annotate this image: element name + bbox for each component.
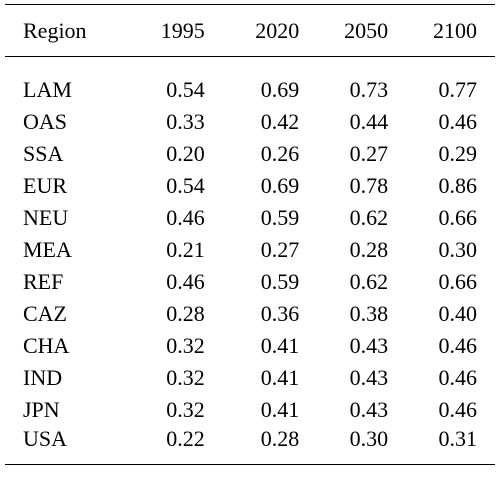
table-row: NEU 0.46 0.59 0.62 0.66 — [5, 202, 495, 234]
cell-2050: 0.38 — [349, 301, 389, 326]
cell-2020: 0.28 — [260, 426, 300, 451]
cell-1995: 0.33 — [166, 109, 205, 134]
cell-2020: 0.41 — [260, 365, 300, 390]
cell-2050: 0.28 — [349, 237, 389, 262]
header-year-2100: 2100 — [433, 17, 477, 43]
row-region: MEA — [23, 237, 72, 262]
table-row: LAM 0.54 0.69 0.73 0.77 — [5, 57, 495, 107]
cell-2020: 0.41 — [260, 333, 300, 358]
table-body: LAM 0.54 0.69 0.73 0.77 OAS 0.33 0.42 0.… — [5, 57, 495, 465]
table-row: SSA 0.20 0.26 0.27 0.29 — [5, 138, 495, 170]
header-year-1995: 1995 — [160, 17, 205, 43]
cell-2050: 0.73 — [349, 77, 389, 102]
row-region: SSA — [23, 141, 64, 166]
cell-2100: 0.29 — [438, 141, 478, 166]
row-region: REF — [23, 269, 64, 294]
cell-2020: 0.41 — [260, 397, 300, 422]
cell-1995: 0.32 — [166, 333, 205, 358]
table-row: IND 0.32 0.41 0.43 0.46 — [5, 362, 495, 394]
cell-2100: 0.46 — [438, 109, 478, 134]
cell-2020: 0.69 — [260, 77, 300, 102]
table-row: USA 0.22 0.28 0.30 0.31 — [5, 426, 495, 465]
cell-2100: 0.66 — [438, 205, 478, 230]
cell-2100: 0.31 — [438, 426, 478, 451]
cell-1995: 0.46 — [166, 269, 205, 294]
header-year-2050: 2050 — [344, 17, 389, 43]
table-row: MEA 0.21 0.27 0.28 0.30 — [5, 234, 495, 266]
row-region: USA — [23, 426, 68, 451]
cell-2050: 0.44 — [349, 109, 389, 134]
cell-2020: 0.59 — [260, 269, 300, 294]
header-row: Region 1995 2020 2050 2100 — [5, 4, 495, 57]
cell-2050: 0.43 — [349, 333, 389, 358]
cell-2020: 0.42 — [260, 109, 300, 134]
cell-2050: 0.62 — [349, 205, 389, 230]
header-region: Region — [23, 17, 87, 43]
row-region: NEU — [23, 205, 69, 230]
row-region: LAM — [23, 77, 72, 102]
cell-1995: 0.21 — [166, 237, 205, 262]
cell-2050: 0.43 — [349, 397, 389, 422]
region-values-table: Region 1995 2020 2050 2100 LAM 0.54 0.69… — [5, 4, 495, 465]
row-region: OAS — [23, 109, 68, 134]
table-row: CAZ 0.28 0.36 0.38 0.40 — [5, 298, 495, 330]
table-row: EUR 0.54 0.69 0.78 0.86 — [5, 170, 495, 202]
row-region: CAZ — [23, 301, 67, 326]
row-region: JPN — [23, 397, 60, 422]
table-row: JPN 0.32 0.41 0.43 0.46 — [5, 394, 495, 426]
cell-2100: 0.66 — [438, 269, 478, 294]
row-region: EUR — [23, 173, 67, 198]
cell-2100: 0.46 — [438, 365, 478, 390]
cell-1995: 0.54 — [166, 77, 205, 102]
table-row: OAS 0.33 0.42 0.44 0.46 — [5, 106, 495, 138]
cell-1995: 0.28 — [166, 301, 205, 326]
row-region: IND — [23, 365, 63, 390]
cell-2050: 0.27 — [349, 141, 389, 166]
table-row: REF 0.46 0.59 0.62 0.66 — [5, 266, 495, 298]
cell-1995: 0.54 — [166, 173, 205, 198]
cell-2020: 0.27 — [260, 237, 300, 262]
cell-2100: 0.46 — [438, 397, 478, 422]
cell-2050: 0.43 — [349, 365, 389, 390]
cell-2020: 0.26 — [260, 141, 300, 166]
cell-2100: 0.46 — [438, 333, 478, 358]
cell-1995: 0.22 — [166, 426, 205, 451]
cell-1995: 0.20 — [166, 141, 205, 166]
cell-2050: 0.78 — [349, 173, 389, 198]
cell-2020: 0.59 — [260, 205, 300, 230]
header-year-2020: 2020 — [255, 17, 300, 43]
data-table-container: Region 1995 2020 2050 2100 LAM 0.54 0.69… — [5, 4, 495, 465]
table-row: CHA 0.32 0.41 0.43 0.46 — [5, 330, 495, 362]
cell-2050: 0.30 — [349, 426, 389, 451]
cell-2020: 0.36 — [260, 301, 300, 326]
cell-2020: 0.69 — [260, 173, 300, 198]
cell-1995: 0.46 — [166, 205, 205, 230]
cell-1995: 0.32 — [166, 397, 205, 422]
row-region: CHA — [23, 333, 70, 358]
cell-2050: 0.62 — [349, 269, 389, 294]
cell-2100: 0.40 — [438, 301, 478, 326]
cell-2100: 0.30 — [438, 237, 478, 262]
cell-2100: 0.86 — [438, 173, 478, 198]
cell-2100: 0.77 — [438, 77, 478, 102]
cell-1995: 0.32 — [166, 365, 205, 390]
